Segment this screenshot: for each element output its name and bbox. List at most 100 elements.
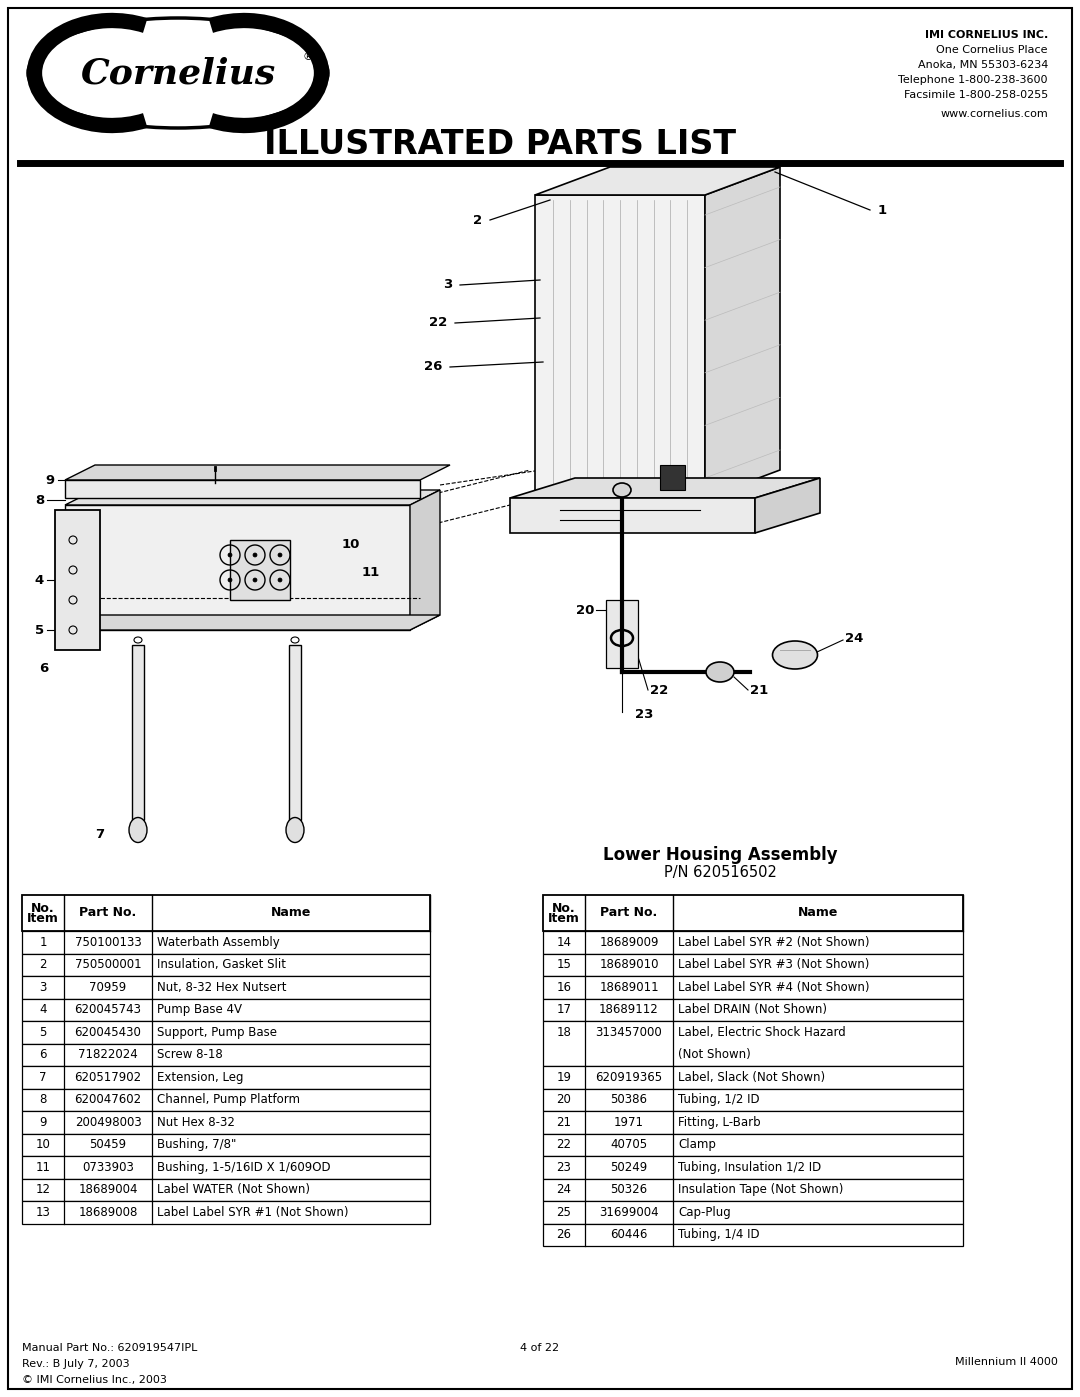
Text: 24: 24 (845, 631, 863, 644)
Text: Bushing, 1-5/16ID X 1/609OD: Bushing, 1-5/16ID X 1/609OD (157, 1161, 330, 1173)
Text: 620919365: 620919365 (595, 1070, 662, 1084)
Bar (543, 999, 963, 1021)
Bar (22, 1111, 430, 1133)
Text: 22: 22 (429, 317, 447, 330)
Text: Item: Item (548, 911, 580, 925)
Text: 1971: 1971 (615, 1116, 644, 1129)
Text: Screw 8-18: Screw 8-18 (157, 1048, 222, 1062)
Text: 7: 7 (95, 828, 105, 841)
Text: Label Label SYR #1 (Not Shown): Label Label SYR #1 (Not Shown) (157, 1206, 349, 1218)
Bar (543, 1179, 963, 1201)
Text: Facsimile 1-800-258-0255: Facsimile 1-800-258-0255 (904, 89, 1048, 101)
Text: Insulation Tape (Not Shown): Insulation Tape (Not Shown) (678, 1183, 843, 1196)
Polygon shape (230, 541, 291, 599)
Bar (543, 1224, 963, 1246)
Ellipse shape (129, 817, 147, 842)
Bar (543, 1201, 963, 1224)
Bar (543, 1111, 963, 1133)
Bar (543, 1088, 963, 1111)
Text: 50459: 50459 (90, 1139, 126, 1151)
Text: Telephone 1-800-238-3600: Telephone 1-800-238-3600 (899, 75, 1048, 85)
Text: 313457000: 313457000 (596, 1025, 662, 1039)
Text: Lower Housing Assembly: Lower Housing Assembly (603, 847, 837, 863)
Text: Label WATER (Not Shown): Label WATER (Not Shown) (157, 1183, 310, 1196)
Text: Nut Hex 8-32: Nut Hex 8-32 (157, 1116, 234, 1129)
Text: 2: 2 (39, 958, 46, 971)
Text: 620045430: 620045430 (75, 1025, 141, 1039)
Polygon shape (65, 504, 410, 630)
Text: 620045743: 620045743 (75, 1003, 141, 1016)
Polygon shape (65, 615, 440, 630)
Bar (543, 1133, 963, 1155)
Text: 18: 18 (556, 1025, 571, 1039)
Bar (22, 1088, 430, 1111)
Text: 4 of 22: 4 of 22 (521, 1343, 559, 1354)
Bar (22, 1155, 430, 1179)
Text: 4: 4 (35, 574, 44, 587)
Ellipse shape (613, 483, 631, 497)
Text: 8: 8 (39, 1094, 46, 1106)
Bar (543, 1155, 963, 1179)
Text: 11: 11 (36, 1161, 51, 1173)
Polygon shape (535, 196, 705, 497)
Bar (22, 1021, 430, 1044)
Bar (543, 895, 963, 930)
Bar (22, 977, 430, 999)
Text: ILLUSTRATED PARTS LIST: ILLUSTRATED PARTS LIST (264, 129, 735, 162)
Text: Part No.: Part No. (79, 907, 137, 919)
Polygon shape (755, 478, 820, 534)
Text: 200498003: 200498003 (75, 1116, 141, 1129)
Bar (660, 465, 685, 490)
Text: 60446: 60446 (610, 1228, 648, 1242)
Text: 31699004: 31699004 (599, 1206, 659, 1218)
Text: 620047602: 620047602 (75, 1094, 141, 1106)
Text: No.: No. (31, 901, 55, 915)
Ellipse shape (228, 578, 232, 583)
Text: Cornelius: Cornelius (80, 56, 275, 89)
Text: 50249: 50249 (610, 1161, 648, 1173)
Text: Cap-Plug: Cap-Plug (678, 1206, 731, 1218)
Text: Label Label SYR #4 (Not Shown): Label Label SYR #4 (Not Shown) (678, 981, 869, 993)
Text: Tubing, 1/2 ID: Tubing, 1/2 ID (678, 1094, 759, 1106)
Text: ®: ® (302, 52, 313, 61)
Text: 18689004: 18689004 (78, 1183, 138, 1196)
Text: 71822024: 71822024 (78, 1048, 138, 1062)
Bar (22, 1044, 430, 1066)
Text: Extension, Leg: Extension, Leg (157, 1070, 243, 1084)
Text: Nut, 8-32 Hex Nutsert: Nut, 8-32 Hex Nutsert (157, 981, 286, 993)
Text: 1: 1 (39, 936, 46, 949)
Text: 10: 10 (36, 1139, 51, 1151)
Text: 12: 12 (36, 1183, 51, 1196)
Bar (543, 1066, 963, 1088)
Text: Name: Name (798, 907, 838, 919)
Bar (22, 954, 430, 977)
Text: P/N 620516502: P/N 620516502 (663, 866, 777, 880)
Text: 18689112: 18689112 (599, 1003, 659, 1016)
Text: 23: 23 (556, 1161, 571, 1173)
Polygon shape (510, 478, 820, 497)
Text: 4: 4 (39, 1003, 46, 1016)
Text: 1: 1 (878, 204, 887, 217)
Text: 18689008: 18689008 (79, 1206, 137, 1218)
Text: Tubing, 1/4 ID: Tubing, 1/4 ID (678, 1228, 759, 1242)
Bar (543, 1021, 963, 1066)
Text: 26: 26 (423, 360, 442, 373)
Ellipse shape (278, 553, 282, 557)
Text: 6: 6 (39, 1048, 46, 1062)
Ellipse shape (706, 662, 734, 682)
Bar (543, 930, 963, 954)
Polygon shape (55, 510, 100, 650)
Text: 18689010: 18689010 (599, 958, 659, 971)
Text: 2: 2 (473, 214, 482, 226)
Text: Label Label SYR #3 (Not Shown): Label Label SYR #3 (Not Shown) (678, 958, 869, 971)
Text: 750500001: 750500001 (75, 958, 141, 971)
Text: 17: 17 (556, 1003, 571, 1016)
Text: Pump Base 4V: Pump Base 4V (157, 1003, 242, 1016)
Ellipse shape (253, 578, 257, 583)
Text: 20: 20 (556, 1094, 571, 1106)
Polygon shape (132, 645, 144, 820)
Text: 11: 11 (362, 566, 380, 578)
Text: 19: 19 (556, 1070, 571, 1084)
Text: 5: 5 (39, 1025, 46, 1039)
Text: 70959: 70959 (90, 981, 126, 993)
